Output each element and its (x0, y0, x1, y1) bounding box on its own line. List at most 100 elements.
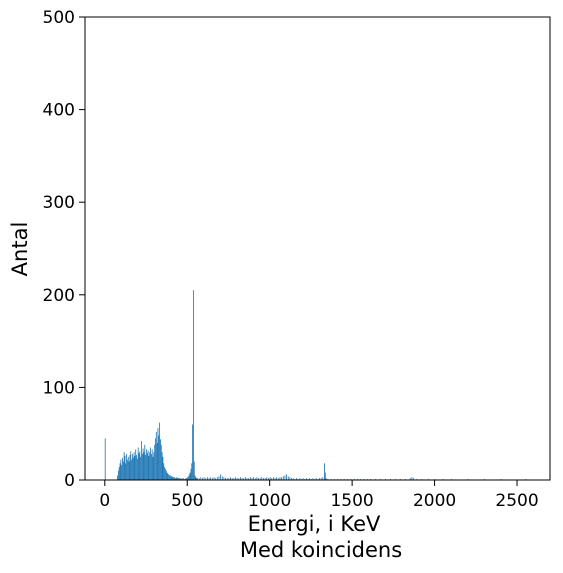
histogram-bar (139, 453, 140, 480)
histogram-bar (158, 428, 159, 480)
histogram-bar (119, 467, 120, 480)
histogram-bar (172, 476, 173, 480)
histogram-bar (146, 449, 147, 480)
y-ticks-group: 0 100 200 300 400 500 (43, 8, 85, 491)
histogram-bar (140, 457, 141, 480)
histogram-bar (153, 452, 154, 480)
histogram-bar (128, 457, 129, 480)
histogram-bar (137, 459, 138, 480)
histogram-bar (195, 475, 196, 480)
histogram-bar (162, 452, 163, 480)
histogram-bar (191, 469, 192, 480)
histogram-bar (131, 460, 132, 480)
histogram-bar (220, 474, 221, 480)
histogram-bar (164, 467, 165, 480)
histogram-bar (170, 475, 171, 480)
histogram-bar (130, 451, 131, 480)
histogram-bar (192, 424, 193, 480)
histogram-bar (169, 475, 170, 480)
histogram-bar (325, 473, 326, 480)
histogram-bar (125, 463, 126, 480)
histogram-bar (134, 456, 135, 480)
histogram-bar (127, 460, 128, 480)
y-axis-label: Antal (8, 222, 32, 277)
x-axis-label: Energi, i KeV (248, 512, 381, 536)
y-tick-label: 200 (43, 286, 75, 306)
histogram-bar (171, 476, 172, 480)
histogram-bar (160, 439, 161, 480)
histogram-bar (125, 456, 126, 480)
y-tick-label: 100 (43, 378, 75, 398)
histogram-bar (163, 463, 164, 480)
histogram-bar (168, 474, 169, 480)
histogram-bar (154, 445, 155, 480)
histogram-bar (138, 448, 139, 480)
y-tick-label: 300 (43, 193, 75, 213)
histogram-bar (167, 474, 168, 480)
histogram-bar (148, 450, 149, 480)
histogram-bar (149, 452, 150, 480)
histogram-bar (166, 471, 167, 480)
histogram-bar (189, 474, 190, 480)
histogram-bar (151, 454, 152, 480)
y-tick-label: 0 (64, 471, 75, 491)
histogram-bar (165, 469, 166, 480)
histogram-bar (144, 445, 145, 480)
histogram-bar (132, 454, 133, 480)
histogram-bar (120, 460, 121, 480)
histogram-bar (136, 455, 137, 480)
histogram-bar (134, 452, 135, 480)
histogram-bar (285, 475, 286, 480)
histogram-bar (144, 452, 145, 480)
histogram-bar (124, 452, 125, 480)
histogram-bar (129, 461, 130, 480)
histogram-bar (135, 449, 136, 480)
histogram-bar (133, 458, 134, 480)
histogram-bar (152, 449, 153, 480)
histogram-bar (167, 473, 168, 480)
histogram-bar (105, 438, 106, 480)
histogram-bar (121, 465, 122, 480)
histogram-bar (157, 443, 158, 480)
histogram-bar (156, 432, 157, 480)
histogram-bar (120, 463, 121, 480)
histogram-bar (141, 441, 142, 480)
histogram-bar (147, 453, 148, 480)
histogram-bar (188, 476, 189, 480)
histogram-bar (123, 461, 124, 480)
histogram-bar (142, 454, 143, 480)
x-tick-label: 2000 (413, 491, 456, 511)
histogram-bar (150, 448, 151, 480)
histogram-bar (191, 463, 192, 480)
histogram-bar (163, 457, 164, 480)
histogram-bar (222, 476, 223, 480)
x-tick-label: 1500 (330, 491, 373, 511)
histogram-bar (161, 445, 162, 480)
histogram-bar (283, 476, 284, 480)
histogram-bar (130, 455, 131, 480)
histogram-bar (193, 290, 194, 480)
x-tick-label: 1000 (248, 491, 291, 511)
x-ticks-group: 0 500 1000 1500 2000 2500 (99, 480, 538, 511)
histogram-bar (118, 471, 119, 480)
histogram-bar (158, 436, 159, 480)
histogram-bar (288, 476, 289, 480)
chart-subtitle: Med koincidens (240, 538, 402, 562)
histogram-bar (219, 476, 220, 480)
y-tick-label: 500 (43, 8, 75, 28)
histogram-bar (190, 473, 191, 480)
histogram-bar (194, 461, 195, 480)
histogram-bar (153, 457, 154, 480)
histogram-bar (139, 451, 140, 480)
histogram-bar (117, 475, 118, 480)
histogram-bar (286, 474, 287, 480)
histogram-bar (126, 454, 127, 480)
histogram-bar (148, 456, 149, 480)
histogram-bar (159, 423, 160, 480)
plot-area (85, 17, 550, 480)
x-tick-label: 2500 (495, 491, 538, 511)
x-tick-label: 0 (99, 491, 110, 511)
y-tick-label: 400 (43, 101, 75, 121)
x-tick-label: 500 (171, 491, 203, 511)
